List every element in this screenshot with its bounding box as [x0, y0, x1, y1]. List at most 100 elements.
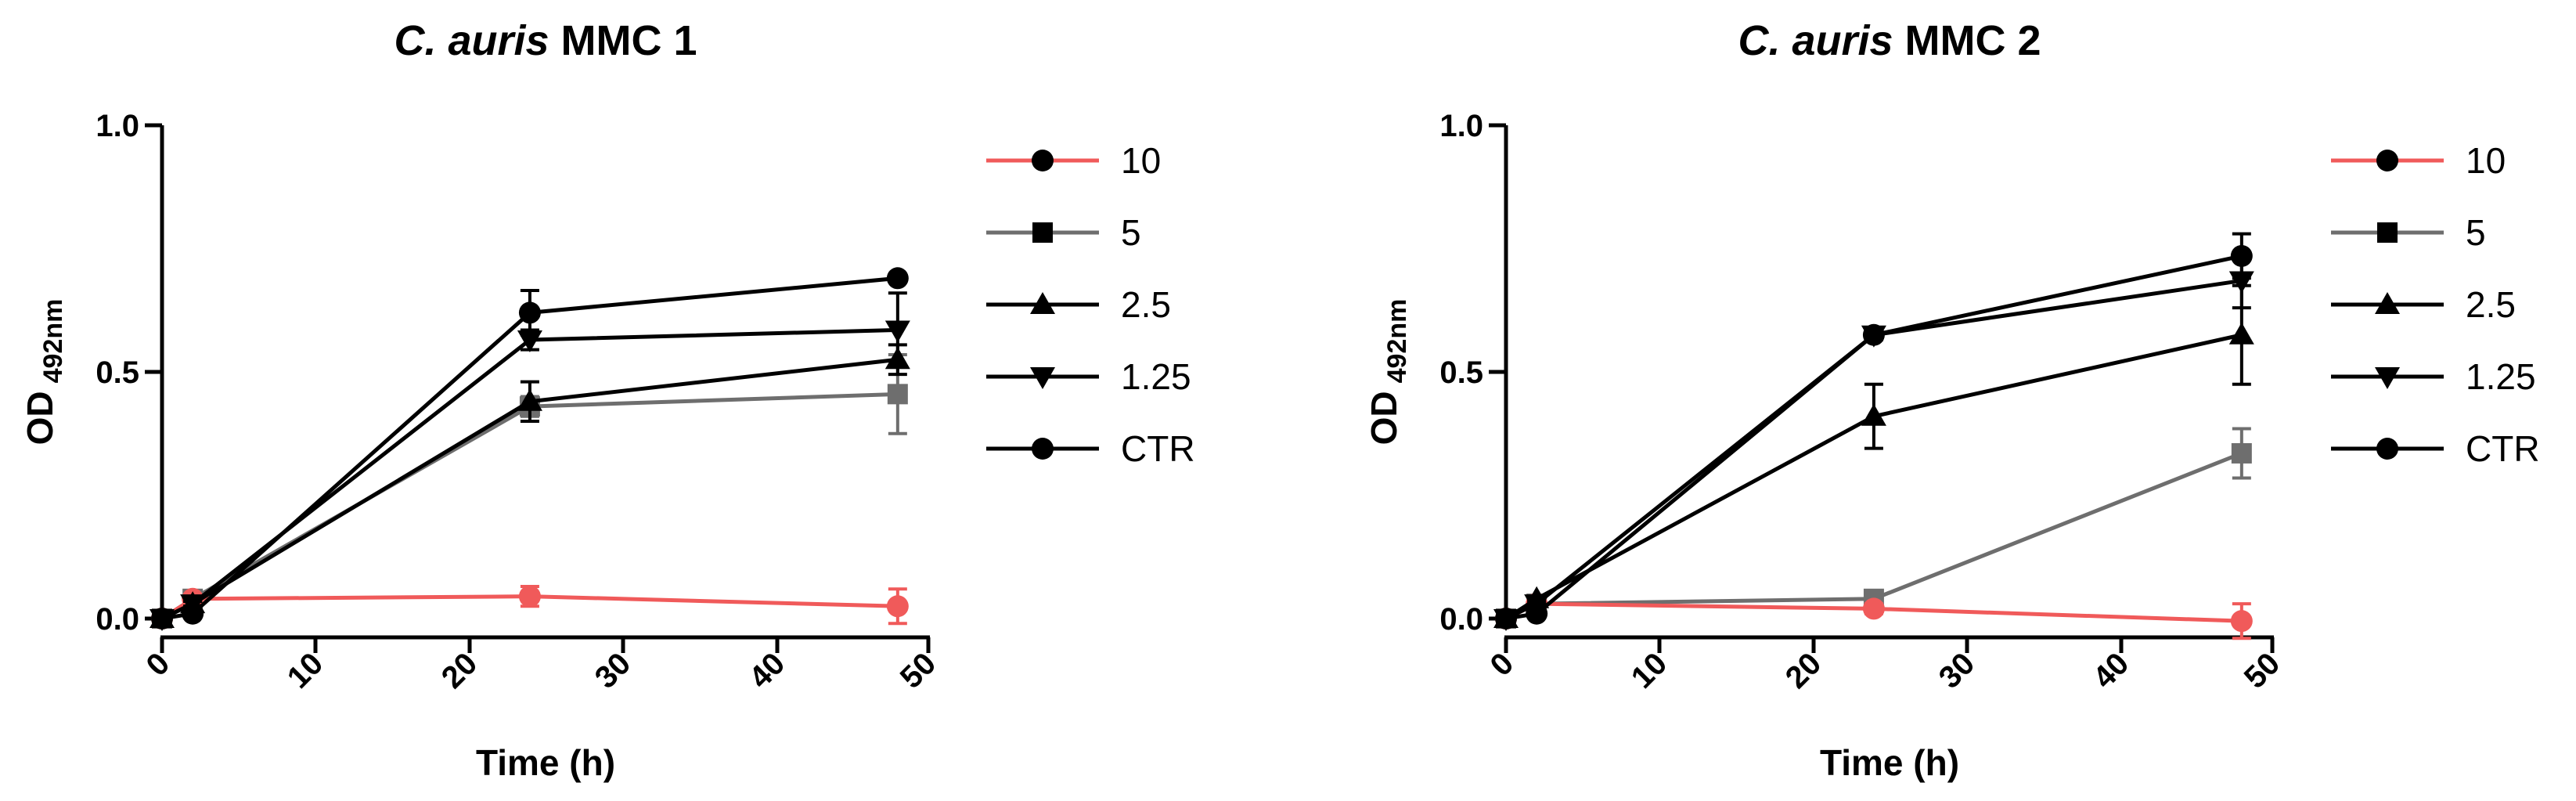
legend-label-1-2: 2.5 [1121, 284, 1171, 325]
chart-title-2: C. auris MMC 2 [1738, 17, 2041, 64]
legend-marker-2-4 [2376, 438, 2398, 460]
legend-label-1-4: CTR [1121, 428, 1195, 469]
data-point-1-4-1 [182, 602, 204, 625]
chart-panel-2: C. auris MMC 2 0.0 0.5 1.0 0 10 20 30 40… [1364, 17, 2540, 783]
legend-item-1-4: CTR [986, 428, 1195, 469]
legend-label-1-3: 1.25 [1121, 356, 1191, 397]
series-1-3 [150, 291, 910, 631]
y-axis-label-1-sub: 492nm [38, 299, 68, 384]
legend-item-1-2: 2.5 [986, 284, 1171, 325]
legend-label-2-1: 5 [2466, 212, 2486, 253]
y-axis-label-1: OD 492nm [20, 299, 68, 446]
legend-label-2-3: 1.25 [2466, 356, 2536, 397]
series-1-0 [151, 585, 909, 630]
series-2-0 [1495, 593, 2253, 640]
data-point-2-4-0 [1495, 608, 1517, 630]
series-line-2-3 [1504, 278, 2243, 621]
x-tick-2-2: 20 [1779, 646, 1828, 695]
data-point-2-4-3 [2230, 244, 2253, 267]
plot-area-2 [1493, 232, 2254, 640]
legend-item-2-3: 1.25 [2331, 356, 2536, 397]
legend-marker-1-4 [1032, 438, 1054, 460]
y-axis-label-2-sub: 492nm [1382, 299, 1412, 384]
series-line-1-0 [160, 594, 898, 621]
y-axis-2: 0.0 0.5 1.0 [1439, 109, 1508, 637]
legend-marker-1-2 [1030, 292, 1055, 314]
y-axis-label-2-main: OD [1364, 391, 1404, 445]
legend-1: 10 5 2.5 1.25 CTR [986, 140, 1195, 469]
series-line-2-4 [1505, 254, 2243, 621]
chart-panel-1: C. auris MMC 1 0.0 0.5 1.0 0 10 20 30 40… [20, 17, 1195, 783]
data-point-2-2-3 [2228, 322, 2254, 345]
data-point-2-0-3 [2230, 610, 2253, 633]
x-tick-2-0: 0 [1484, 646, 1521, 683]
series-line-1-4 [161, 276, 899, 621]
legend-item-2-0: 10 [2331, 140, 2506, 181]
y-axis-label-2: OD 492nm [1364, 299, 1412, 446]
legend-item-2-2: 2.5 [2331, 284, 2516, 325]
y-tick-1-2: 1.0 [95, 109, 139, 143]
data-point-1-2-2 [517, 388, 542, 411]
legend-label-2-0: 10 [2466, 140, 2506, 181]
legend-label-2-2: 2.5 [2466, 284, 2516, 325]
plot-area-1 [150, 267, 910, 631]
x-tick-2-1: 10 [1625, 646, 1674, 695]
data-point-2-4-1 [1526, 602, 1548, 625]
x-tick-1-4: 40 [743, 646, 792, 695]
chart-title-2-italic: C. auris [1738, 17, 1893, 64]
legend-label-1-1: 5 [1121, 212, 1141, 253]
legend-marker-1-3 [1030, 367, 1055, 389]
legend-item-1-3: 1.25 [986, 356, 1191, 397]
y-tick-1-1: 0.5 [95, 355, 139, 390]
series-1-4 [151, 267, 909, 630]
legend-marker-2-1 [2377, 222, 2398, 243]
legend-marker-1-1 [1032, 222, 1053, 243]
data-point-2-1-3 [2231, 442, 2252, 464]
x-axis-2: 0 10 20 30 40 50 [1484, 635, 2287, 695]
x-tick-2-4: 40 [2087, 646, 2136, 695]
chart-title-1-rest: MMC 1 [549, 17, 697, 64]
legend-marker-2-0 [2376, 150, 2398, 171]
legend-label-1-0: 10 [1121, 140, 1161, 181]
data-point-2-2-2 [1861, 403, 1886, 426]
y-tick-1-0: 0.0 [95, 602, 139, 637]
y-tick-2-0: 0.0 [1439, 602, 1483, 637]
x-tick-1-2: 20 [435, 646, 485, 695]
x-axis-label-1: Time (h) [476, 742, 615, 783]
legend-marker-2-2 [2375, 292, 2400, 314]
data-point-1-4-0 [151, 608, 173, 630]
legend-marker-2-3 [2375, 367, 2400, 389]
data-point-1-3-3 [884, 320, 910, 343]
x-tick-1-1: 10 [281, 646, 330, 695]
y-axis-label-1-main: OD [20, 391, 60, 445]
legend-2: 10 5 2.5 1.25 CTR [2331, 140, 2540, 469]
chart-title-1: C. auris MMC 1 [394, 17, 697, 64]
y-tick-2-1: 0.5 [1439, 355, 1483, 390]
legend-marker-1-0 [1032, 150, 1054, 171]
data-point-1-4-2 [518, 301, 541, 324]
chart-title-1-italic: C. auris [394, 17, 549, 64]
y-axis-1: 0.0 0.5 1.0 [95, 109, 164, 637]
y-tick-2-2: 1.0 [1439, 109, 1483, 143]
chart-title-2-rest: MMC 2 [1893, 17, 2041, 64]
x-tick-1-3: 30 [589, 646, 638, 695]
series-line-1-1 [160, 391, 898, 621]
series-line-2-2 [1504, 333, 2243, 621]
legend-item-2-1: 5 [2331, 212, 2486, 253]
data-point-1-4-3 [886, 267, 909, 290]
data-point-2-0-2 [1862, 597, 1885, 620]
legend-label-2-4: CTR [2466, 428, 2540, 469]
data-point-1-1-3 [887, 384, 908, 405]
x-axis-label-2: Time (h) [1820, 742, 1959, 783]
legend-item-1-1: 5 [986, 212, 1141, 253]
x-tick-2-3: 30 [1933, 646, 1982, 695]
data-point-1-0-3 [886, 595, 909, 618]
x-tick-2-5: 50 [2238, 646, 2287, 695]
legend-item-1-0: 10 [986, 140, 1161, 181]
x-tick-1-5: 50 [894, 646, 943, 695]
x-tick-1-0: 0 [140, 646, 177, 683]
series-2-4 [1495, 232, 2253, 630]
legend-item-2-4: CTR [2331, 428, 2540, 469]
series-line-1-3 [160, 327, 898, 621]
